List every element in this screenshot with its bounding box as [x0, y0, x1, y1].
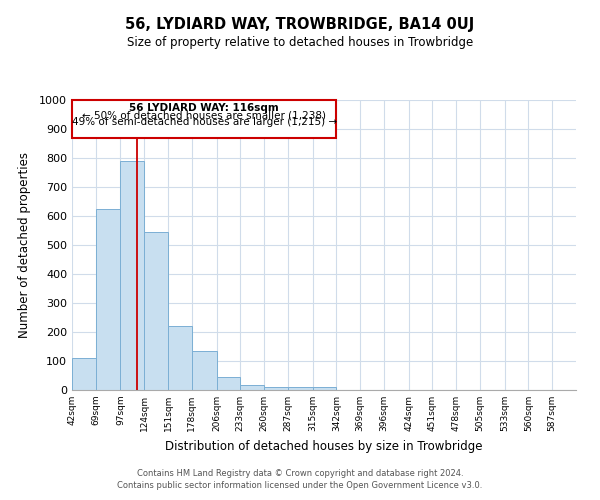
- Y-axis label: Number of detached properties: Number of detached properties: [18, 152, 31, 338]
- Bar: [192, 351, 217, 390]
- Bar: [217, 377, 240, 390]
- Bar: [313, 387, 337, 390]
- Bar: [72, 358, 96, 390]
- Text: Contains public sector information licensed under the Open Government Licence v3: Contains public sector information licen…: [118, 481, 482, 490]
- Text: 56 LYDIARD WAY: 116sqm: 56 LYDIARD WAY: 116sqm: [129, 104, 279, 114]
- Text: ← 50% of detached houses are smaller (1,238): ← 50% of detached houses are smaller (1,…: [82, 110, 326, 120]
- Text: Contains HM Land Registry data © Crown copyright and database right 2024.: Contains HM Land Registry data © Crown c…: [137, 468, 463, 477]
- Bar: [288, 387, 313, 390]
- Bar: [121, 161, 144, 390]
- Text: 49% of semi-detached houses are larger (1,215) →: 49% of semi-detached houses are larger (…: [71, 118, 337, 128]
- Bar: [168, 326, 192, 390]
- Text: Size of property relative to detached houses in Trowbridge: Size of property relative to detached ho…: [127, 36, 473, 49]
- Bar: [264, 387, 288, 390]
- Bar: [240, 385, 264, 390]
- FancyBboxPatch shape: [72, 100, 337, 138]
- Bar: [144, 232, 168, 390]
- X-axis label: Distribution of detached houses by size in Trowbridge: Distribution of detached houses by size …: [165, 440, 483, 452]
- Text: 56, LYDIARD WAY, TROWBRIDGE, BA14 0UJ: 56, LYDIARD WAY, TROWBRIDGE, BA14 0UJ: [125, 18, 475, 32]
- Bar: [96, 209, 121, 390]
